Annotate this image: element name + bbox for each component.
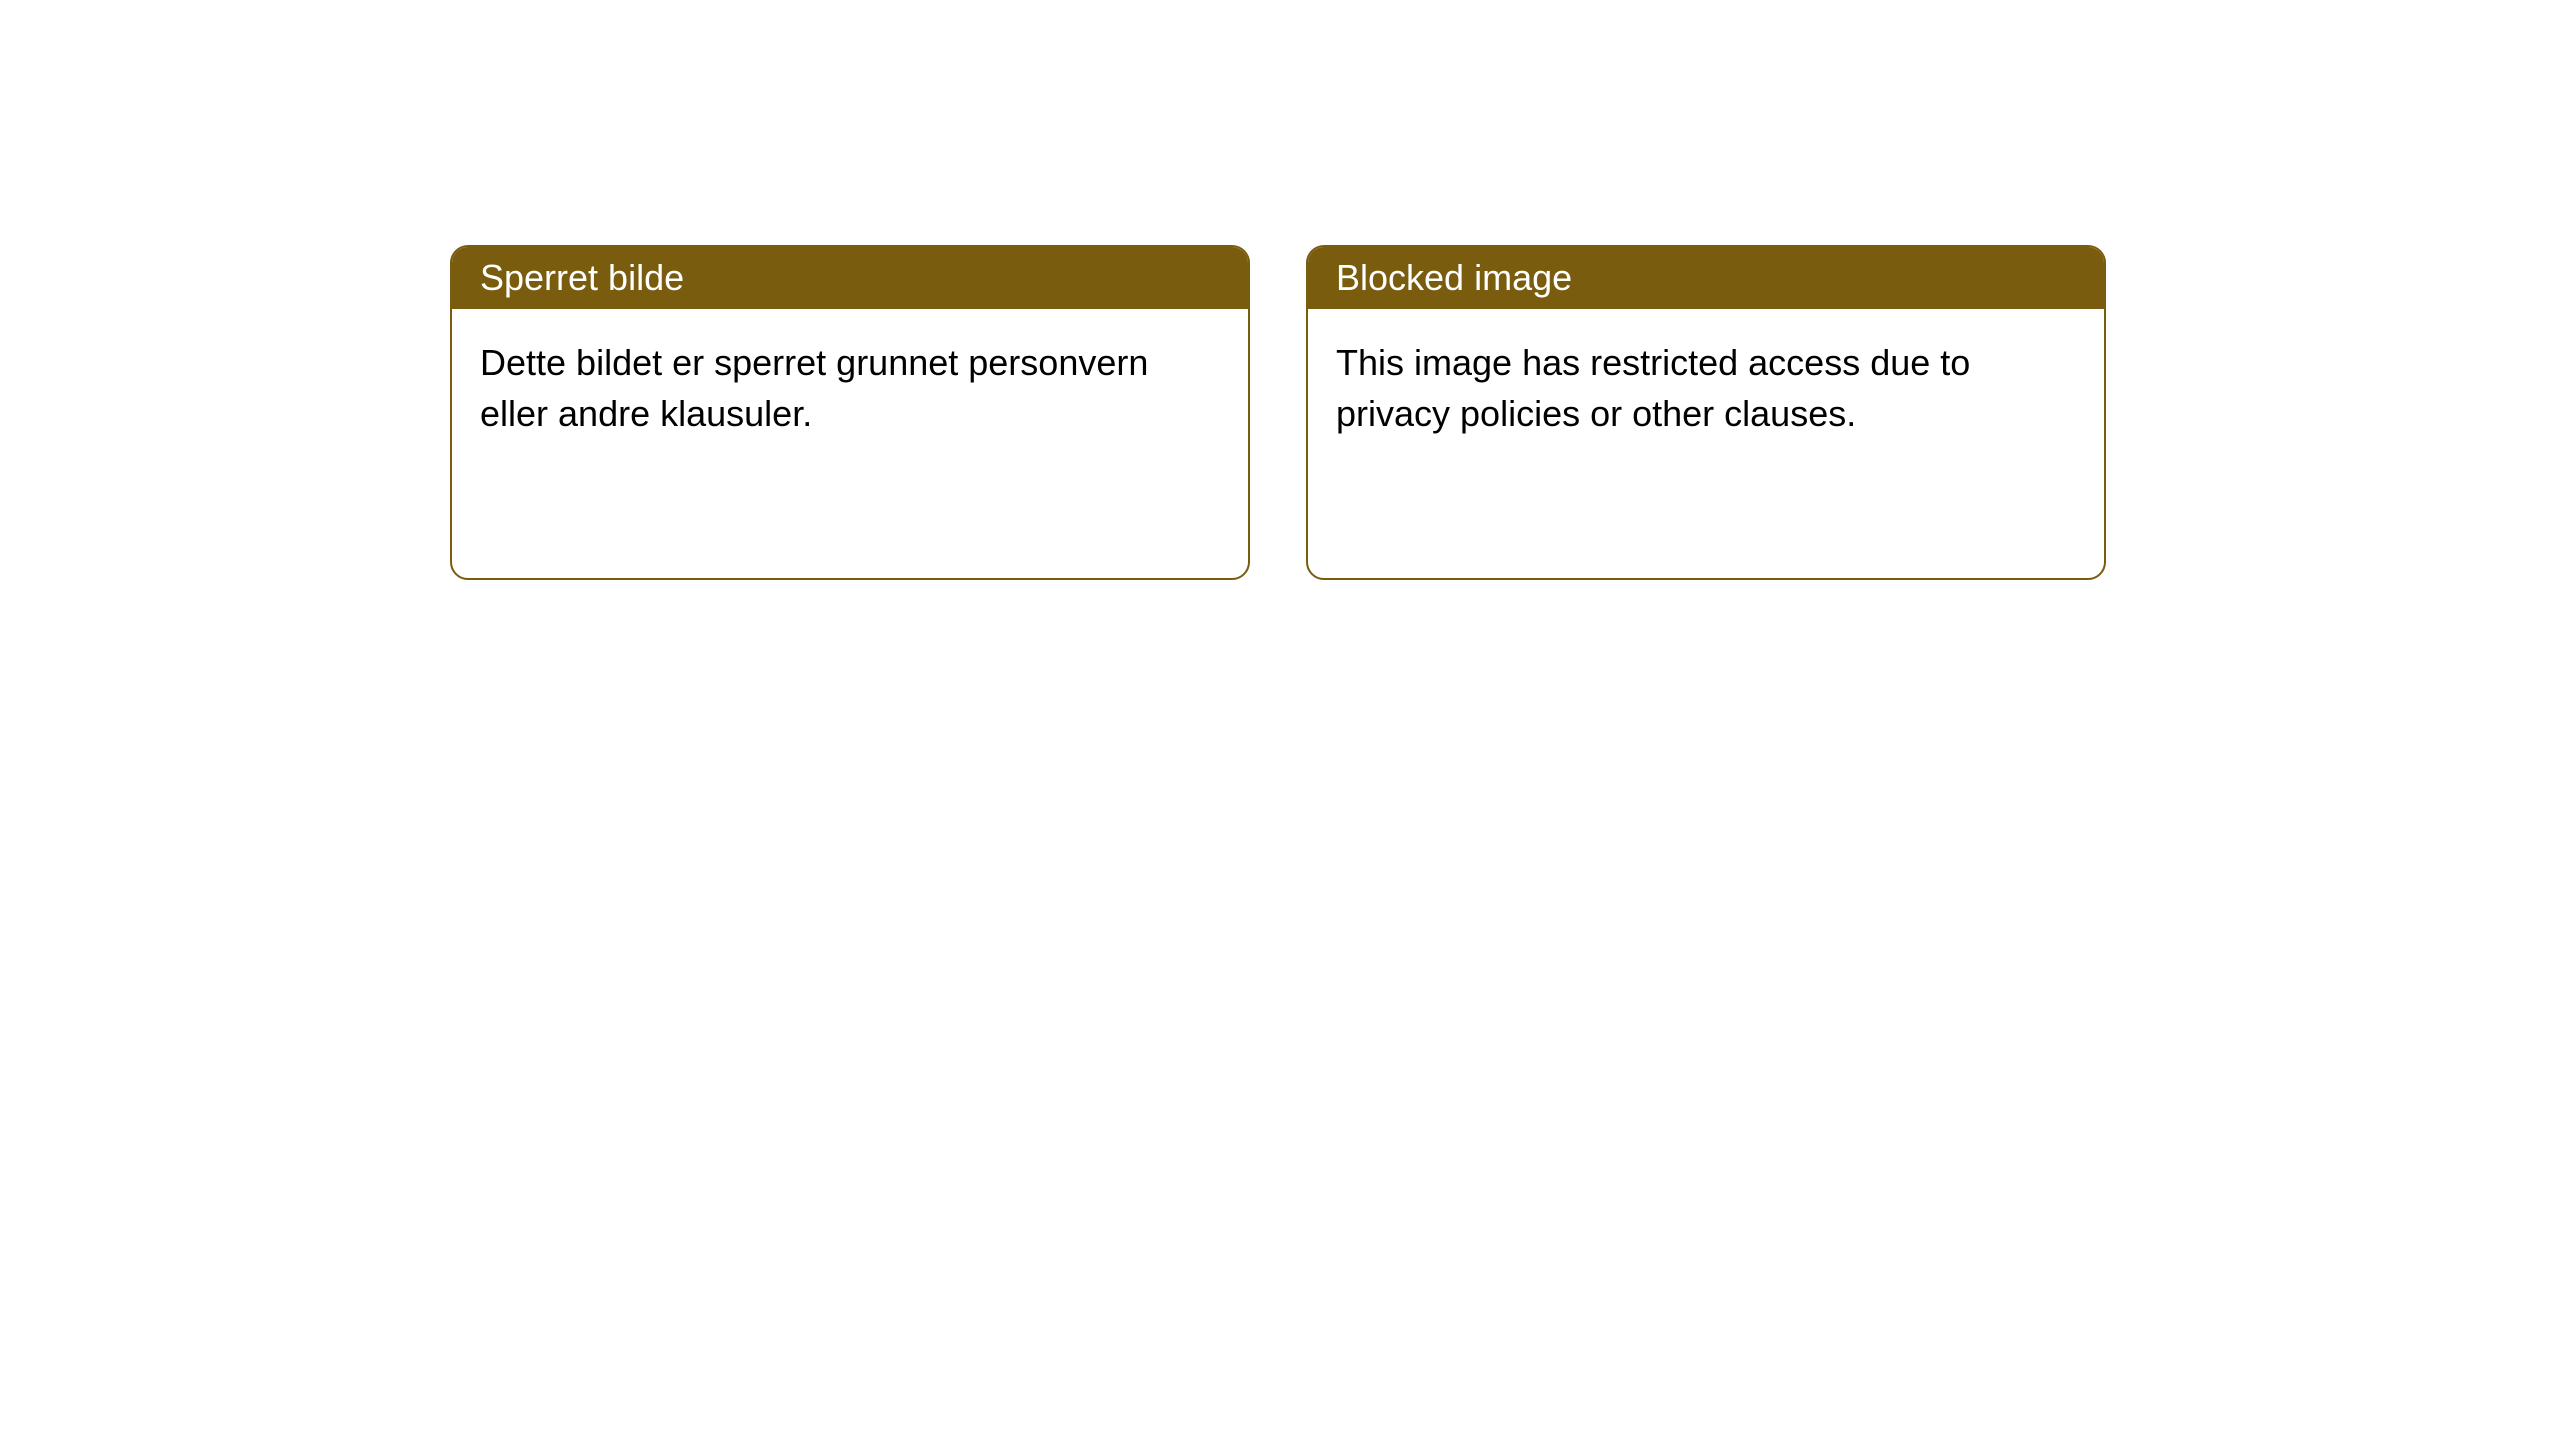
notice-title-norwegian: Sperret bilde [452, 247, 1248, 309]
notice-message-norwegian: Dette bildet er sperret grunnet personve… [452, 309, 1248, 467]
notice-message-english: This image has restricted access due to … [1308, 309, 2104, 467]
notice-card-norwegian: Sperret bilde Dette bildet er sperret gr… [450, 245, 1250, 580]
notice-card-english: Blocked image This image has restricted … [1306, 245, 2106, 580]
notice-container: Sperret bilde Dette bildet er sperret gr… [0, 0, 2560, 580]
notice-title-english: Blocked image [1308, 247, 2104, 309]
